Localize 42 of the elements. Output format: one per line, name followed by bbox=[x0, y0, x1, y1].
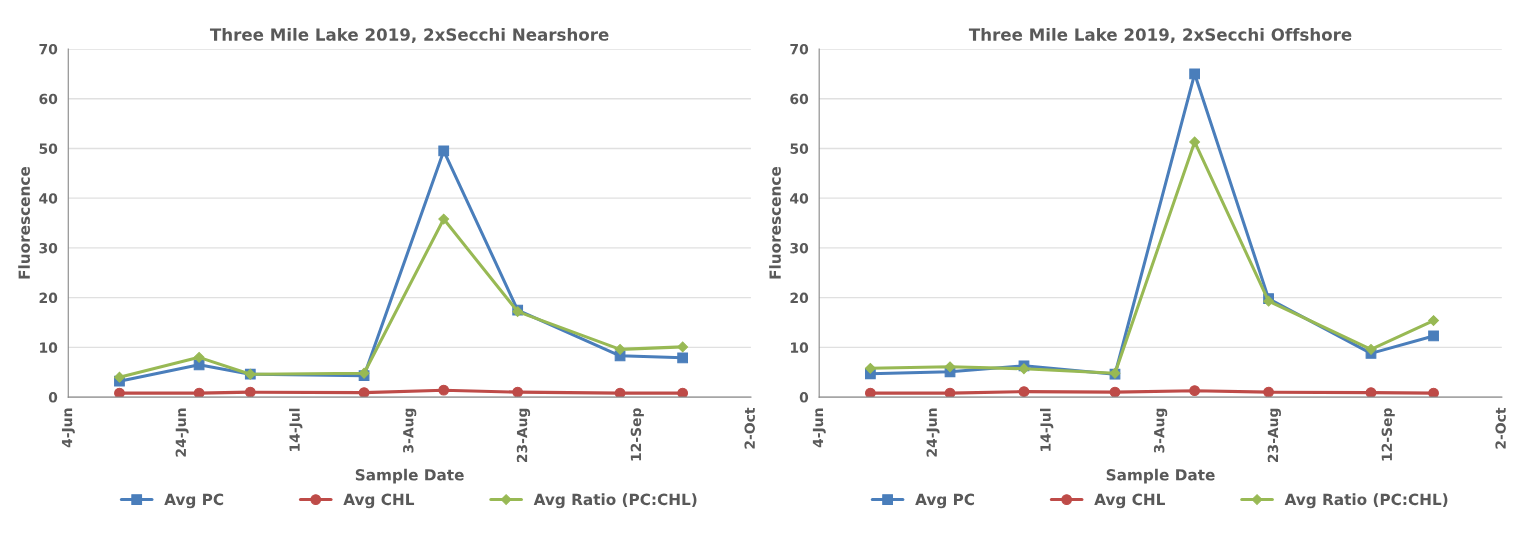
y-tick-label: 40 bbox=[790, 193, 809, 204]
y-tick-label: 30 bbox=[39, 242, 58, 254]
x-tick-label: 4-Jun bbox=[812, 408, 826, 448]
y-tick-label: 20 bbox=[790, 292, 809, 304]
x-tick-label: 23-Aug bbox=[516, 408, 531, 463]
x-tick-label: 24-Jun bbox=[926, 408, 940, 457]
y-tick-label: 60 bbox=[39, 93, 58, 105]
x-axis-title: Sample Date bbox=[355, 468, 464, 484]
chart-title: Three Mile Lake 2019, 2xSecchi Nearshore bbox=[209, 27, 609, 43]
x-tick-label: 12-Sep bbox=[1381, 408, 1395, 461]
y-tick-label: 70 bbox=[790, 43, 809, 55]
y-tick-label: 30 bbox=[790, 242, 809, 254]
y-tick-label: 10 bbox=[791, 342, 809, 353]
y-tick-label: 60 bbox=[790, 93, 809, 105]
x-tick-label: 24-Jun bbox=[175, 408, 189, 457]
legend-label: Avg Ratio (PC:CHL) bbox=[1284, 493, 1448, 509]
y-tick-label: 50 bbox=[790, 143, 809, 154]
x-tick-label: 2-Oct bbox=[1495, 407, 1506, 449]
x-tick-label: 3-Aug bbox=[403, 408, 417, 453]
x-tick-label: 2-Oct bbox=[744, 407, 755, 449]
y-tick-label: 0 bbox=[48, 392, 58, 403]
chart-title: Three Mile Lake 2019, 2xSecchi Offshore bbox=[968, 27, 1352, 43]
x-axis-title: Sample Date bbox=[1106, 468, 1215, 484]
legend-label: Avg PC bbox=[164, 493, 224, 509]
legend-label: Avg PC bbox=[915, 493, 975, 509]
x-tick-label: 12-Sep bbox=[630, 408, 644, 461]
legend-label: Avg CHL bbox=[343, 493, 415, 509]
y-tick-label: 40 bbox=[39, 193, 58, 204]
x-tick-label: 14-Jul bbox=[289, 408, 303, 451]
y-tick-label: 70 bbox=[39, 43, 58, 55]
y-tick-label: 50 bbox=[39, 143, 58, 154]
x-tick-label: 23-Aug bbox=[1267, 408, 1281, 463]
legend-label: Avg CHL bbox=[1094, 493, 1165, 509]
legend-label: Avg Ratio (PC:CHL) bbox=[533, 493, 697, 509]
y-axis-title: Fluorescence bbox=[769, 166, 781, 279]
x-tick-label: 14-Jul bbox=[1040, 408, 1054, 451]
y-tick-label: 20 bbox=[39, 292, 58, 304]
x-tick-label: 4-Jun bbox=[61, 408, 75, 448]
x-tick-label: 3-Aug bbox=[1153, 408, 1168, 453]
y-axis-title: Fluorescence bbox=[18, 166, 31, 279]
y-tick-label: 0 bbox=[799, 392, 809, 403]
y-tick-label: 10 bbox=[40, 342, 58, 353]
